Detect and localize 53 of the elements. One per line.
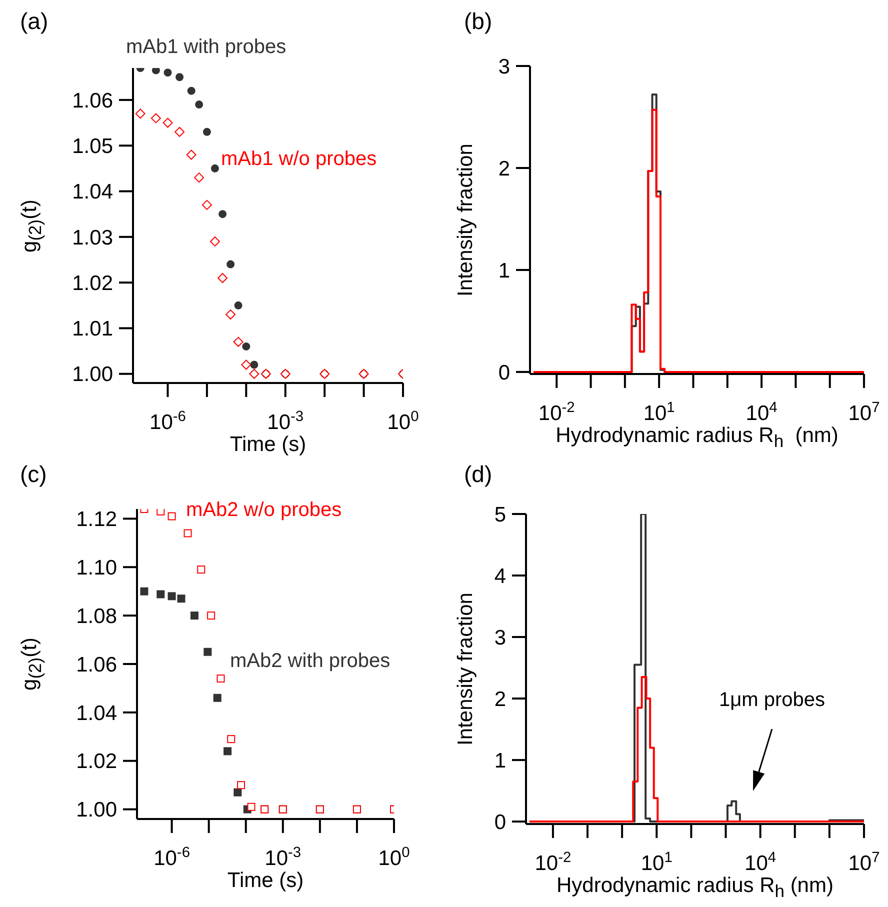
y-tick-label: 1 xyxy=(498,259,510,282)
x-tick-label: 10$^{-3}$ xyxy=(267,409,304,434)
annotation: 1μm probes xyxy=(718,689,826,712)
y-tick-label: 5 xyxy=(494,503,506,526)
y-tick-label: 3 xyxy=(498,55,510,78)
y-tick-label: 0 xyxy=(498,361,510,384)
x-tick-label: 10$^{-2}$ xyxy=(538,400,575,425)
x-tick-label: 10$^{0}$ xyxy=(387,409,419,434)
series-label: mAb2 w/o probes xyxy=(186,499,342,522)
x-axis-title: Time (s) xyxy=(226,869,305,893)
series-label: mAb1 w/o probes xyxy=(221,148,377,171)
x-axis-title: Hydrodynamic radius R$_{h}$ (nm) xyxy=(556,874,834,902)
y-tick-label: 2 xyxy=(498,157,510,180)
x-tick-label: 10$^{-6}$ xyxy=(150,409,186,434)
y-tick-label: 1.06 xyxy=(72,89,113,112)
y-axis-title: Intensity fraction xyxy=(454,144,478,296)
y-tick-label: 1.06 xyxy=(76,653,117,676)
series-label: mAb1 with probes xyxy=(126,36,286,59)
x-tick-label: 10$^{1}$ xyxy=(643,400,675,425)
y-tick-label: 1.02 xyxy=(76,750,117,774)
y-tick-label: 1.03 xyxy=(72,226,113,250)
x-tick-label: 10$^{4}$ xyxy=(744,850,776,875)
chart-title: (b) xyxy=(464,8,492,35)
x-tick-label: 10$^{1}$ xyxy=(640,850,672,875)
y-tick-label: 1.00 xyxy=(76,798,117,822)
series-label: mAb2 with probes xyxy=(230,650,390,673)
y-tick-label: 1.04 xyxy=(72,180,114,204)
y-tick-label: 1.04 xyxy=(76,702,118,725)
y-axis-title: Intensity fraction xyxy=(454,592,478,746)
y-tick-label: 1.00 xyxy=(72,363,113,386)
x-tick-label: 10$^{-2}$ xyxy=(534,850,572,875)
x-axis-title: Hydrodynamic radius R$_{h}$ (nm) xyxy=(554,424,840,452)
y-tick-label: 3 xyxy=(494,626,506,650)
chart-title: (a) xyxy=(20,8,48,35)
y-tick-label: 1.01 xyxy=(72,318,113,341)
y-tick-label: 0 xyxy=(494,810,506,834)
y-tick-label: 1 xyxy=(494,749,506,772)
x-tick-label: 10$^{7}$ xyxy=(848,850,880,875)
y-tick-label: 1.10 xyxy=(76,556,117,580)
y-tick-label: 4 xyxy=(494,564,506,588)
x-axis-title: Time (s) xyxy=(228,433,308,457)
y-tick-label: 1.12 xyxy=(76,508,117,532)
x-tick-label: 10$^{-3}$ xyxy=(264,845,302,870)
x-tick-label: 10$^{-6}$ xyxy=(154,845,190,870)
x-tick-label: 10$^{7}$ xyxy=(848,400,880,425)
y-tick-label: 2 xyxy=(494,688,506,711)
chart-title: (c) xyxy=(20,461,47,488)
x-tick-label: 10$^{0}$ xyxy=(378,845,410,870)
y-tick-label: 1.02 xyxy=(72,272,113,295)
x-tick-label: 10$^{4}$ xyxy=(746,400,778,425)
y-tick-label: 1.08 xyxy=(76,604,117,628)
chart-title: (d) xyxy=(464,461,492,488)
y-tick-label: 1.05 xyxy=(72,134,113,158)
